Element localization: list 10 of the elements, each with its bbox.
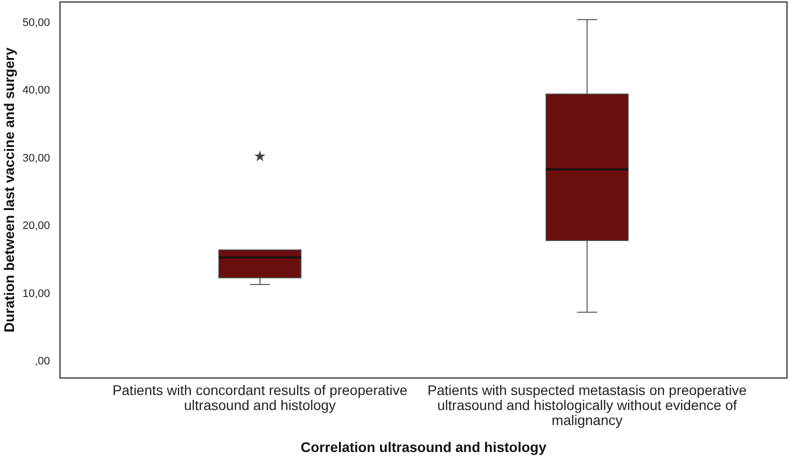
y-tick-label: ,00 (34, 356, 50, 368)
y-axis-title: Duration between last vaccine and surgery (1, 47, 17, 332)
x-axis-title: Correlation ultrasound and histology (300, 439, 547, 455)
y-tick-label: 50,00 (22, 16, 50, 29)
x-tick-label: Patients with suspected metastasis on preoperative ultrasound and histologically without evidence of malignancy (428, 382, 747, 428)
y-tick-label: 40,00 (22, 84, 50, 97)
y-tick-label: 10,00 (22, 288, 50, 300)
y-tick-label: 20,00 (22, 220, 50, 232)
x-tick-label: Patients with concordant results of preoperative ultrasound and histology (112, 382, 408, 413)
y-tick-label: 30,00 (22, 152, 50, 164)
